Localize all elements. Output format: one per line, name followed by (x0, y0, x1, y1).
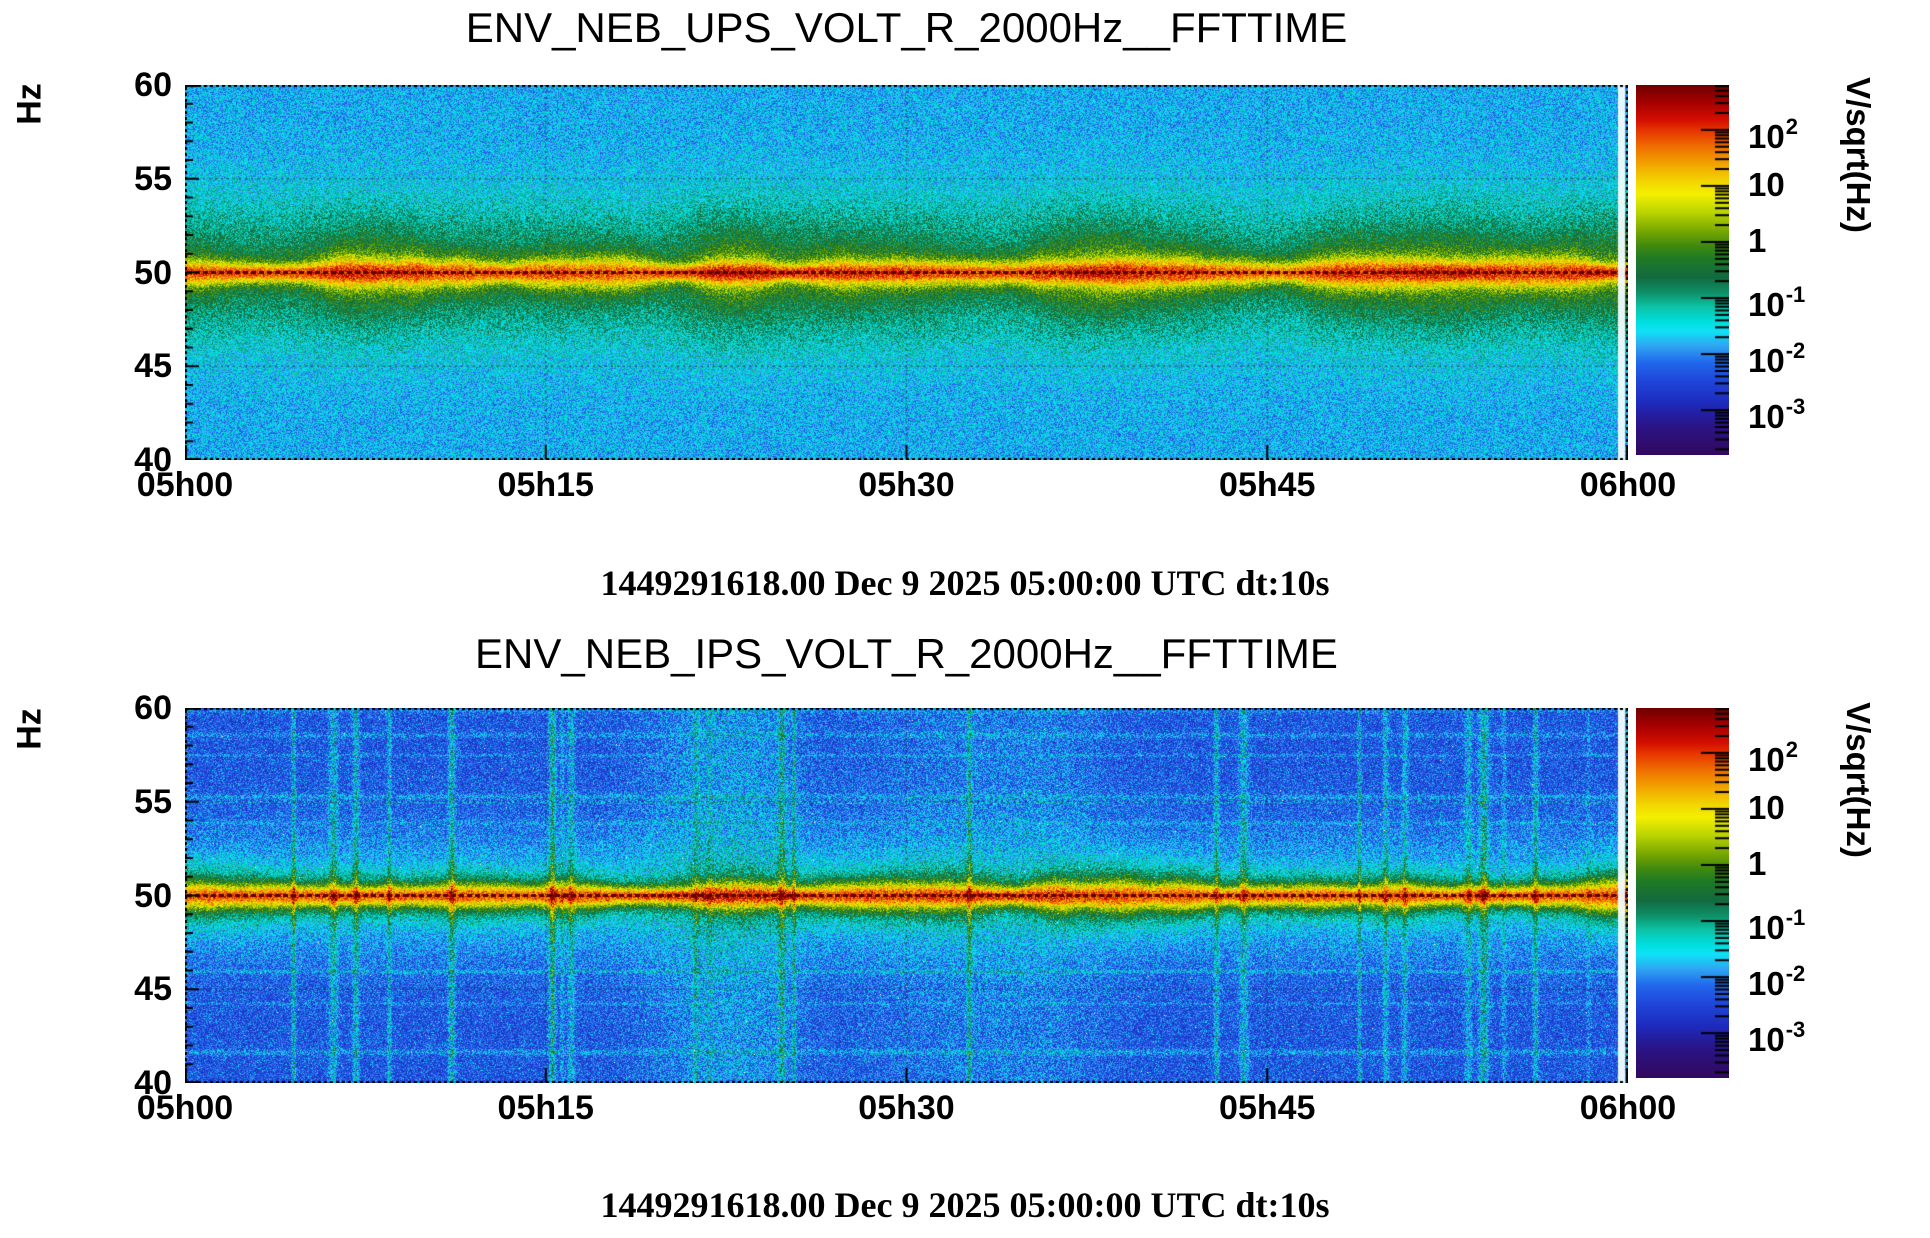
y-tick-label: 60 (134, 689, 172, 727)
colorbar-tick-label: 10 (1748, 165, 1785, 203)
colorbar-tick-label: 102 (1748, 113, 1798, 155)
colorbar-tick-label: 10-1 (1748, 282, 1806, 324)
y-tick-label: 45 (134, 347, 172, 386)
colorbar-tick-label: 10-1 (1748, 905, 1806, 947)
spectrogram-canvas (185, 85, 1628, 460)
y-tick-label: 40 (134, 1064, 172, 1102)
colorbar-title: V/sqrt(Hz) (1840, 77, 1877, 233)
colorbar-canvas (1636, 708, 1729, 1078)
colorbar-tick-label: 10-2 (1748, 961, 1806, 1003)
colorbar-tick-label: 1 (1748, 221, 1767, 259)
y-tick-label: 55 (134, 159, 172, 198)
plot-title: ENV_NEB_IPS_VOLT_R_2000Hz__FFTTIME (475, 630, 1338, 677)
x-tick-label: 05h15 (497, 1089, 594, 1127)
y-tick-label: 50 (134, 876, 172, 915)
x-tick-label: 05h15 (497, 466, 594, 504)
x-tick-label: 05h30 (858, 466, 955, 504)
colorbar-title: V/sqrt(Hz) (1840, 702, 1877, 858)
colorbar-tick-label: 10 (1748, 788, 1785, 826)
y-tick-label: 45 (134, 970, 172, 1009)
colorbar-tick-label: 102 (1748, 736, 1798, 778)
colorbar-tick-label: 10-3 (1748, 394, 1806, 436)
y-tick-label: 55 (134, 782, 172, 821)
x-tick-label: 05h00 (136, 1089, 234, 1127)
x-tick-label: 06h00 (1579, 1089, 1677, 1127)
x-tick-label: 05h00 (136, 466, 234, 504)
gps-time-caption: 1449291618.00 Dec 9 2025 05:00:00 UTC dt… (600, 1185, 1330, 1225)
colorbar-tick-label: 10-2 (1748, 338, 1806, 380)
x-tick-label: 05h30 (858, 1089, 955, 1127)
y-tick-label: 50 (134, 253, 172, 292)
colorbar-tick-label: 10-3 (1748, 1017, 1806, 1059)
x-tick-label: 05h45 (1219, 466, 1316, 504)
x-tick-label: 06h00 (1579, 466, 1677, 504)
spectrogram-canvas (185, 708, 1628, 1083)
colorbar-canvas (1636, 85, 1729, 455)
y-tick-label: 40 (134, 441, 172, 479)
gps-time-caption: 1449291618.00 Dec 9 2025 05:00:00 UTC dt… (600, 563, 1330, 603)
y-tick-label: 60 (134, 66, 172, 104)
colorbar-tick-label: 1 (1748, 844, 1767, 882)
plot-title: ENV_NEB_UPS_VOLT_R_2000Hz__FFTTIME (465, 4, 1348, 51)
x-tick-label: 05h45 (1219, 1089, 1316, 1127)
